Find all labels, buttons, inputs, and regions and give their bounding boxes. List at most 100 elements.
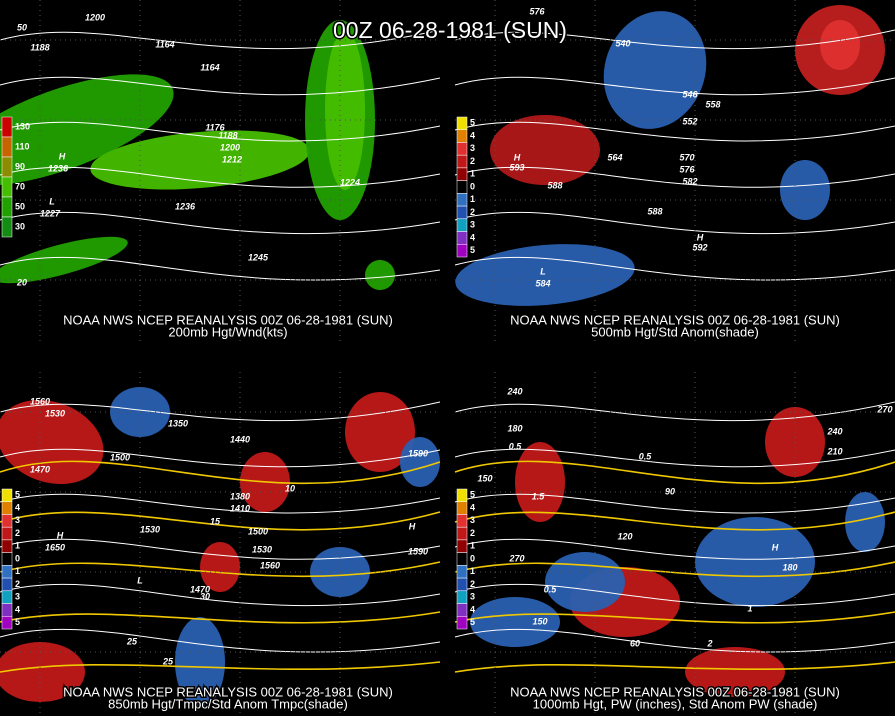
shade [470,597,560,647]
contour-label: 1200 [85,12,105,22]
legend-swatch [456,616,468,630]
legend-swatch [456,603,468,617]
contour-label: 582 [682,176,697,186]
legend-label: 2 [470,156,475,166]
shade [780,160,830,220]
legend-label: 0 [15,553,20,563]
legend-swatch [1,552,13,566]
legend-swatch [1,501,13,515]
legend-swatch [1,156,13,178]
legend-label: 1 [470,194,475,204]
legend-label: 2 [15,579,20,589]
legend-swatch [456,526,468,541]
contour-label: 0.5 [639,451,653,461]
legend-label: 0 [470,553,475,563]
contour-label: 270 [508,553,524,563]
contour [454,256,895,281]
contour-label: 1470 [190,584,210,594]
legend-label: 3 [15,515,20,525]
contour-label: 150 [477,473,492,483]
contour-label: 1164 [155,39,174,49]
contour-label: 25 [126,636,138,646]
contour-label: 1380 [230,491,250,501]
contour [0,401,441,422]
contour-label: 1164 [200,62,219,72]
contour [0,211,441,235]
legend-label: 2 [470,579,475,589]
legend-label: 5 [470,617,475,627]
contour-label: 180 [507,423,522,433]
shade [845,492,885,552]
legend-label: 2 [15,528,20,538]
contour [0,628,441,653]
legend-label: 90 [15,161,25,171]
legend-label: 2 [470,528,475,538]
legend-swatch [1,514,13,528]
shade [0,236,128,284]
legend-label: 5 [15,617,20,627]
contour [0,448,441,468]
contour-label: 588 [547,180,562,190]
contour [454,166,895,188]
legend-label: 3 [470,143,475,153]
shade [695,517,815,607]
contour-label: 570 [679,152,694,162]
legend-swatch [456,565,468,579]
contour [454,628,895,653]
legend-swatch [456,154,468,169]
shade [515,442,565,522]
legend-swatch [1,603,13,617]
legend-label: 50 [15,201,25,211]
legend-label: 30 [15,221,25,231]
contour-label: L [49,196,55,206]
contour-label: L [137,575,143,585]
shade [490,115,600,185]
legend-swatch [456,488,468,502]
contour-label: 30 [200,591,210,601]
shade [603,11,707,129]
legend-swatch [456,167,468,181]
contour-label: 1176 [205,122,225,132]
shade [400,437,440,487]
contour-label: 20 [16,277,27,287]
contour [454,211,895,235]
legend-label: 3 [470,515,475,525]
legend-swatch [1,136,13,158]
legend-label: 1 [470,169,475,179]
shade [820,20,860,70]
contour-label: 1200 [220,142,240,152]
legend-swatch [456,218,468,232]
contour [454,29,895,50]
contour-secondary [454,460,895,485]
contour-label: 564 [607,152,622,162]
contour [0,538,441,560]
legend-label: 1 [470,566,475,576]
legend-label: 4 [470,604,475,614]
contour-label: 1227 [40,208,61,218]
panel-caption: 200mb Hgt/Wnd(kts) [168,324,287,339]
contour-label: 1650 [45,542,65,552]
contour [0,121,441,142]
contour-label: H [409,521,416,531]
contour-label: H [697,232,704,242]
contour-label: 1470 [30,464,50,474]
legend-label: 0 [470,181,475,191]
legend-label: 2 [470,207,475,217]
legend-label: 4 [470,130,475,140]
contour-label: H [59,151,66,161]
legend-swatch [1,590,13,604]
legend-label: 1 [15,566,20,576]
contour-label: L [540,266,546,276]
panel-caption: 850mb Hgt/Tmpc/Std Anom Tmpc(shade) [108,696,348,711]
contour-label: 576 [529,6,545,16]
contour [0,493,441,514]
contour [454,448,895,468]
contour-label: 120 [617,531,632,541]
main-title: 00Z 06-28-1981 (SUN) [333,17,567,43]
panel-caption: 1000mb Hgt, PW (inches), Std Anom PW (sh… [533,696,818,711]
contour-label: 1530 [252,544,272,554]
contour-label: 1590 [408,448,428,458]
contour-label: 1500 [110,452,130,462]
